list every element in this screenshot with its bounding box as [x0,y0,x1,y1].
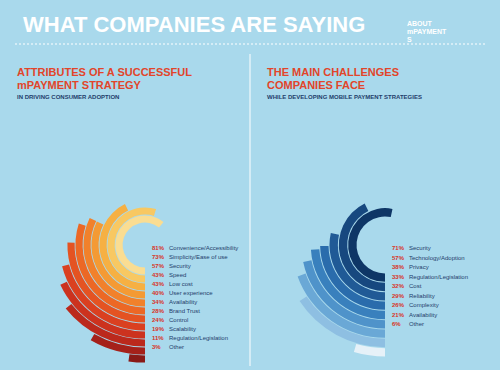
svg-text:THE MAIN CHALLENGES: THE MAIN CHALLENGES [267,66,402,78]
svg-text:29%: 29% [392,293,405,299]
svg-text:19%: 19% [152,326,165,332]
svg-text:71%: 71% [392,245,405,251]
svg-text:ATTRIBUTES OF A SUCCESSFUL: ATTRIBUTES OF A SUCCESSFUL [17,66,195,78]
svg-text:11%: 11% [152,335,164,341]
svg-text:73%: 73% [152,254,165,260]
svg-text:Privacy: Privacy [409,264,429,270]
svg-text:Brand Trust: Brand Trust [169,308,200,314]
svg-text:21%: 21% [392,312,405,318]
svg-text:COMPANIES FACE: COMPANIES FACE [267,79,365,91]
svg-text:Cost: Cost [409,283,422,289]
svg-text:Low cost: Low cost [169,281,193,287]
svg-text:Technology/Adoption: Technology/Adoption [409,255,465,261]
svg-text:Security: Security [409,245,431,251]
svg-text:S: S [407,36,412,43]
svg-text:40%: 40% [152,290,165,296]
svg-text:57%: 57% [392,255,405,261]
svg-text:43%: 43% [152,281,165,287]
svg-text:Other: Other [409,321,424,327]
svg-text:IN DRIVING CONSUMER ADOPTION: IN DRIVING CONSUMER ADOPTION [17,94,119,100]
svg-text:Security: Security [169,263,191,269]
svg-text:33%: 33% [392,274,405,280]
svg-text:Complexity: Complexity [409,302,439,308]
svg-text:WHILE DEVELOPING MOBILE PAYMEN: WHILE DEVELOPING MOBILE PAYMENT STRATEGI… [267,94,422,100]
svg-text:Simplicity/Ease of use: Simplicity/Ease of use [169,254,228,260]
svg-text:Control: Control [169,317,188,323]
svg-text:57%: 57% [152,263,165,269]
svg-text:mPAYMENT STRATEGY: mPAYMENT STRATEGY [17,79,142,91]
svg-text:WHAT COMPANIES ARE SAYING: WHAT COMPANIES ARE SAYING [23,12,365,37]
svg-text:6%: 6% [392,321,401,327]
svg-text:43%: 43% [152,272,165,278]
svg-text:mPAYMENT: mPAYMENT [407,28,447,35]
svg-text:34%: 34% [152,299,165,305]
svg-text:26%: 26% [392,302,405,308]
svg-text:32%: 32% [392,283,405,289]
svg-text:Availability: Availability [409,312,437,318]
svg-text:Availability: Availability [169,299,197,305]
svg-text:3%: 3% [152,344,161,350]
svg-text:81%: 81% [152,245,165,251]
svg-text:ABOUT: ABOUT [407,20,434,27]
svg-text:Regulation/Legislation: Regulation/Legislation [169,335,228,341]
svg-text:38%: 38% [392,264,405,270]
svg-text:Scalability: Scalability [169,326,196,332]
svg-text:Convenience/Accessibility: Convenience/Accessibility [169,245,238,251]
svg-text:Speed: Speed [169,272,186,278]
svg-text:28%: 28% [152,308,165,314]
svg-text:Reliability: Reliability [409,293,435,299]
svg-text:24%: 24% [152,317,165,323]
svg-text:Regulation/Legislation: Regulation/Legislation [409,274,468,280]
svg-text:User experience: User experience [169,290,213,296]
svg-text:Other: Other [169,344,184,350]
